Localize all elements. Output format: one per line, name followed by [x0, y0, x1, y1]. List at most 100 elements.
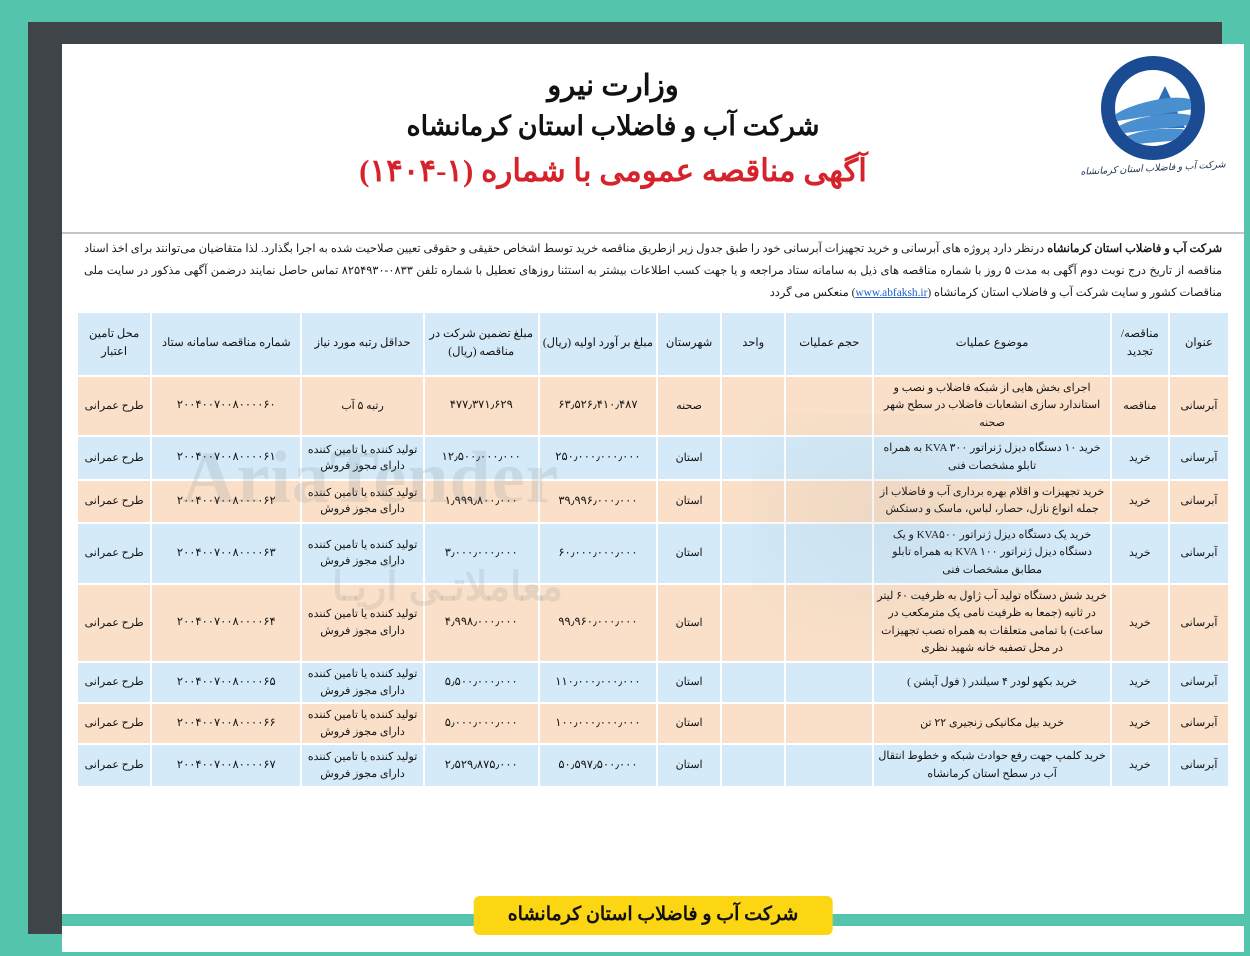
tender-table: عنوان مناقصه/ تجدید موضوع عملیات حجم عمل… [76, 311, 1230, 789]
cell-type: خرید [1111, 480, 1168, 522]
col-header-type: مناقصه/ تجدید [1111, 312, 1168, 375]
cell-credit: طرح عمرانی [78, 663, 151, 703]
cell-estimate: ۵۰٫۵۹۷٫۵۰۰٫۰۰۰ [539, 745, 657, 787]
cell-credit: طرح عمرانی [78, 376, 151, 436]
cell-subject: خرید شش دستگاه تولید آب ژاول به ظرفیت ۶۰… [874, 584, 1110, 662]
table-row[interactable]: آبرسانی خرید خرید بیل مکانیکی زنجیری ۲۲ … [78, 704, 1228, 744]
ministry-title: وزارت نیرو [547, 70, 679, 102]
cell-city: استان [658, 437, 721, 479]
cell-type: خرید [1111, 523, 1168, 583]
cell-system-no: ۲۰۰۴۰۰۷۰۰۸۰۰۰۰۶۶ [152, 704, 301, 744]
document-header: شرکت آب و فاضلاب استان کرمانشاه وزارت نی… [62, 44, 1244, 232]
cell-rank: تولید کننده یا تامین کننده دارای مجوز فر… [302, 663, 423, 703]
cell-type: خرید [1111, 437, 1168, 479]
cell-credit: طرح عمرانی [78, 437, 151, 479]
cell-guarantee: ۴٫۹۹۸٫۰۰۰٫۰۰۰ [424, 584, 538, 662]
cell-volume [786, 480, 873, 522]
col-header-subject: موضوع عملیات [874, 312, 1110, 375]
cell-credit: طرح عمرانی [78, 584, 151, 662]
cell-estimate: ۶۳٫۵۲۶٫۴۱۰٫۴۸۷ [539, 376, 657, 436]
col-header-unit: واحد [722, 312, 785, 375]
cell-subject: خرید ۱۰ دستگاه دیزل ژنراتور KVA ۳۰۰ به ه… [874, 437, 1110, 479]
cell-estimate: ۲۵۰٫۰۰۰٫۰۰۰٫۰۰۰ [539, 437, 657, 479]
table-row[interactable]: آبرسانی مناقصه اجرای بخش هایی از شبکه فا… [78, 376, 1228, 436]
col-header-credit: محل تامین اعتبار [78, 312, 151, 375]
cell-estimate: ۹۹٫۹۶۰٫۰۰۰٫۰۰۰ [539, 584, 657, 662]
cell-rank: رتبه ۵ آب [302, 376, 423, 436]
cell-title: آبرسانی [1169, 745, 1228, 787]
cell-guarantee: ۳٫۰۰۰٫۰۰۰٫۰۰۰ [424, 523, 538, 583]
cell-unit [722, 584, 785, 662]
cell-city: استان [658, 745, 721, 787]
intro-body-2: ) منعکس می گردد [769, 287, 856, 300]
cell-subject: خرید یک دستگاه دیزل ژنراتور KVA۵۰۰ و یک … [874, 523, 1110, 583]
table-head: عنوان مناقصه/ تجدید موضوع عملیات حجم عمل… [78, 312, 1228, 375]
cell-credit: طرح عمرانی [78, 745, 151, 787]
cell-city: استان [658, 523, 721, 583]
cell-guarantee: ۵٫۰۰۰٫۰۰۰٫۰۰۰ [424, 704, 538, 744]
table-row[interactable]: آبرسانی خرید خرید بکهو لودر ۴ سیلندر ( ف… [78, 663, 1228, 703]
title-block: وزارت نیرو شرکت آب و فاضلاب استان کرمانش… [62, 68, 1244, 191]
cell-type: خرید [1111, 704, 1168, 744]
table-row[interactable]: آبرسانی خرید خرید تجهیزات و اقلام بهره ب… [78, 480, 1228, 522]
cell-volume [786, 437, 873, 479]
cell-system-no: ۲۰۰۴۰۰۷۰۰۸۰۰۰۰۶۰ [152, 376, 301, 436]
cell-title: آبرسانی [1169, 523, 1228, 583]
cell-guarantee: ۲٫۵۲۹٫۸۷۵٫۰۰۰ [424, 745, 538, 787]
website-link[interactable]: www.abfaksh.ir [855, 287, 928, 300]
cell-unit [722, 376, 785, 436]
intro-paragraph: شرکت آب و فاضلاب استان کرمانشاه درنظر دا… [62, 232, 1244, 311]
cell-guarantee: ۱۲٫۵۰۰٫۰۰۰٫۰۰۰ [424, 437, 538, 479]
cell-guarantee: ۱٫۹۹۹٫۸۰۰٫۰۰۰ [424, 480, 538, 522]
cell-estimate: ۱۰۰٫۰۰۰٫۰۰۰٫۰۰۰ [539, 704, 657, 744]
table-row[interactable]: آبرسانی خرید خرید شش دستگاه تولید آب ژاو… [78, 584, 1228, 662]
cell-volume [786, 584, 873, 662]
cell-estimate: ۶۰٫۰۰۰٫۰۰۰٫۰۰۰ [539, 523, 657, 583]
col-header-system-no: شماره مناقصه سامانه ستاد [152, 312, 301, 375]
intro-body-1: درنظر دارد پروژه های آبرسانی و خرید تجهی… [84, 243, 1222, 300]
cell-estimate: ۳۹٫۹۹۶٫۰۰۰٫۰۰۰ [539, 480, 657, 522]
cell-volume [786, 523, 873, 583]
cell-rank: تولید کننده یا تامین کننده دارای مجوز فر… [302, 704, 423, 744]
cell-system-no: ۲۰۰۴۰۰۷۰۰۸۰۰۰۰۶۳ [152, 523, 301, 583]
table-row[interactable]: آبرسانی خرید خرید ۱۰ دستگاه دیزل ژنراتور… [78, 437, 1228, 479]
cell-credit: طرح عمرانی [78, 704, 151, 744]
col-header-title: عنوان [1169, 312, 1228, 375]
cell-title: آبرسانی [1169, 704, 1228, 744]
tender-table-wrap: عنوان مناقصه/ تجدید موضوع عملیات حجم عمل… [62, 311, 1244, 789]
cell-rank: تولید کننده یا تامین کننده دارای مجوز فر… [302, 584, 423, 662]
cell-type: خرید [1111, 745, 1168, 787]
document-frame: شرکت آب و فاضلاب استان کرمانشاه وزارت نی… [28, 22, 1244, 952]
cell-volume [786, 704, 873, 744]
col-header-city: شهرستان [658, 312, 721, 375]
cell-title: آبرسانی [1169, 376, 1228, 436]
announcement-title: آگهی مناقصه عمومی با شماره (۱-۱۴۰۴) [359, 152, 867, 188]
cell-credit: طرح عمرانی [78, 523, 151, 583]
cell-unit [722, 437, 785, 479]
col-header-rank: حداقل رتبه مورد نیاز [302, 312, 423, 375]
cell-subject: خرید بیل مکانیکی زنجیری ۲۲ تن [874, 704, 1110, 744]
cell-unit [722, 523, 785, 583]
cell-unit [722, 745, 785, 787]
table-body: آبرسانی مناقصه اجرای بخش هایی از شبکه فا… [78, 376, 1228, 787]
cell-volume [786, 376, 873, 436]
cell-type: خرید [1111, 584, 1168, 662]
cell-city: استان [658, 584, 721, 662]
table-row[interactable]: آبرسانی خرید خرید یک دستگاه دیزل ژنراتور… [78, 523, 1228, 583]
cell-rank: تولید کننده یا تامین کننده دارای مجوز فر… [302, 523, 423, 583]
table-row[interactable]: آبرسانی خرید خرید کلمپ جهت رفع حوادث شبک… [78, 745, 1228, 787]
cell-guarantee: ۵٫۵۰۰٫۰۰۰٫۰۰۰ [424, 663, 538, 703]
cell-city: استان [658, 663, 721, 703]
col-header-volume: حجم عملیات [786, 312, 873, 375]
cell-type: مناقصه [1111, 376, 1168, 436]
cell-estimate: ۱۱۰٫۰۰۰٫۰۰۰٫۰۰۰ [539, 663, 657, 703]
cell-title: آبرسانی [1169, 437, 1228, 479]
cell-rank: تولید کننده یا تامین کننده دارای مجوز فر… [302, 745, 423, 787]
col-header-estimate: مبلغ بر آورد اولیه (ریال) [539, 312, 657, 375]
cell-unit [722, 663, 785, 703]
cell-type: خرید [1111, 663, 1168, 703]
cell-unit [722, 480, 785, 522]
water-logo-icon [1101, 56, 1205, 160]
cell-unit [722, 704, 785, 744]
